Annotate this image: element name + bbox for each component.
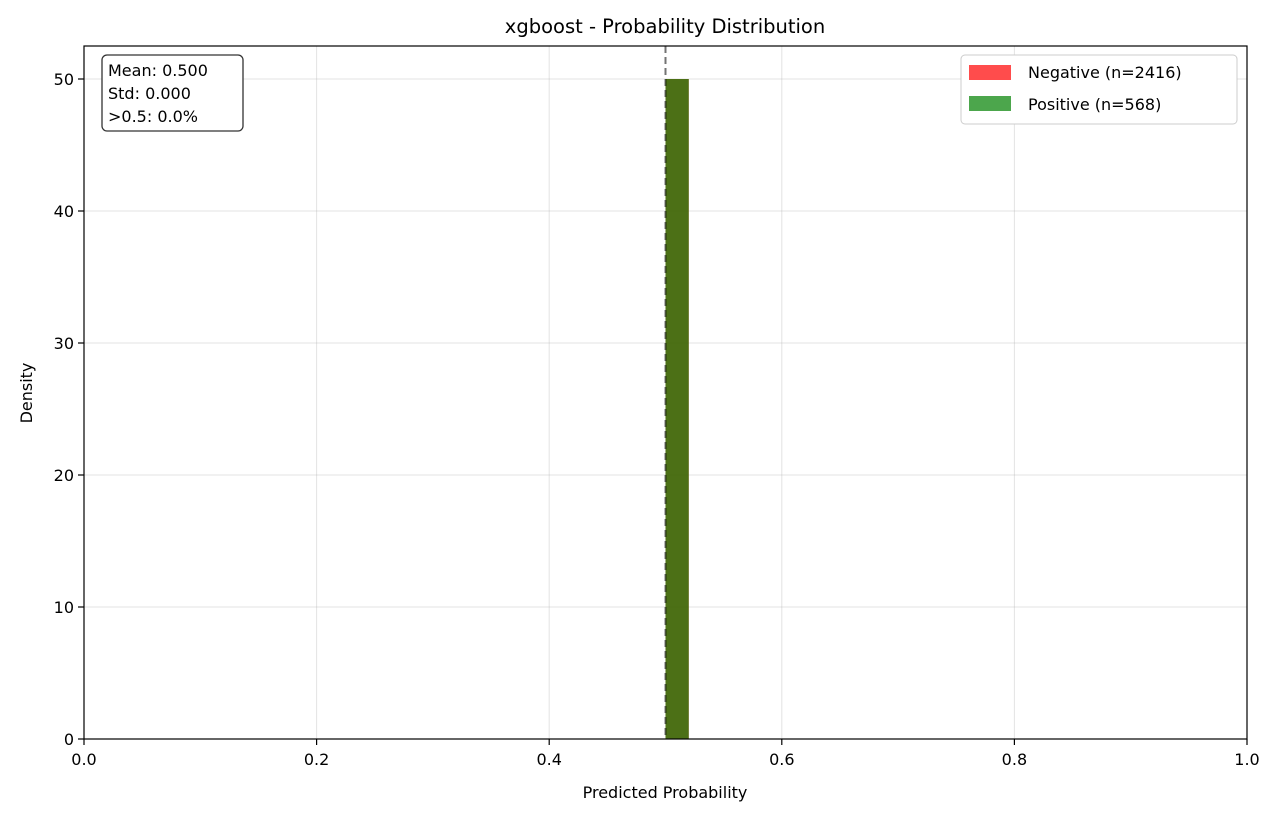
legend-swatch-negative xyxy=(969,65,1011,80)
histogram-bars xyxy=(665,79,689,739)
legend-label-positive: Positive (n=568) xyxy=(1028,95,1161,114)
stats-above-threshold: >0.5: 0.0% xyxy=(108,107,198,126)
y-axis-ticks: 0 10 20 30 40 50 xyxy=(54,70,84,749)
y-tick-label: 0 xyxy=(64,730,74,749)
x-axis-ticks: 0.0 0.2 0.4 0.6 0.8 1.0 xyxy=(71,739,1260,769)
x-axis-label: Predicted Probability xyxy=(583,783,748,802)
stats-box-frame xyxy=(101,54,244,132)
legend-swatch-positive xyxy=(969,96,1011,111)
stats-box: Mean: 0.500 Std: 0.000 >0.5: 0.0% xyxy=(101,54,244,132)
stats-mean: Mean: 0.500 xyxy=(108,61,208,80)
plot-frame xyxy=(83,45,1248,740)
y-tick-label: 20 xyxy=(54,466,74,485)
legend-label-negative: Negative (n=2416) xyxy=(1028,63,1182,82)
x-tick-label: 0.0 xyxy=(71,750,96,769)
y-tick-label: 30 xyxy=(54,334,74,353)
x-tick-label: 1.0 xyxy=(1234,750,1259,769)
y-tick-label: 40 xyxy=(54,202,74,221)
legend: Negative (n=2416) Positive (n=568) xyxy=(960,54,1238,125)
y-tick-label: 50 xyxy=(54,70,74,89)
y-tick-label: 10 xyxy=(54,598,74,617)
legend-frame xyxy=(960,54,1238,125)
stats-std: Std: 0.000 xyxy=(108,84,191,103)
x-tick-label: 0.2 xyxy=(304,750,329,769)
x-tick-label: 0.6 xyxy=(769,750,794,769)
x-tick-label: 0.4 xyxy=(536,750,561,769)
chart-title: xgboost - Probability Distribution xyxy=(505,15,825,38)
y-axis-label: Density xyxy=(17,363,36,424)
x-tick-label: 0.8 xyxy=(1002,750,1027,769)
histogram-bar-positive xyxy=(665,79,689,739)
